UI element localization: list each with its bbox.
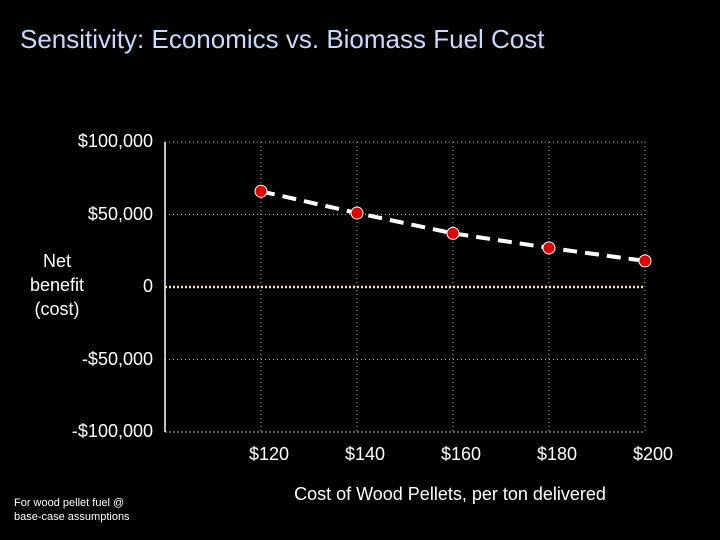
y-axis-label-line: benefit bbox=[29, 275, 85, 295]
x-tick-label: $200 bbox=[632, 444, 674, 464]
data-point bbox=[254, 184, 268, 198]
data-point bbox=[638, 254, 652, 268]
y-axis-label-line: (cost) bbox=[34, 299, 80, 319]
data-point bbox=[446, 226, 460, 240]
x-tick-label: $160 bbox=[440, 444, 482, 464]
y-tick-label: 0 bbox=[142, 276, 153, 296]
footnote: For wood pellet fuel @ base-case assumpt… bbox=[14, 496, 174, 524]
x-axis-label: Cost of Wood Pellets, per ton delivered bbox=[294, 484, 606, 504]
footnote-line: For wood pellet fuel @ bbox=[14, 497, 125, 509]
y-tick-label: $50,000 bbox=[87, 203, 153, 224]
data-point bbox=[542, 241, 556, 255]
x-tick-label: $140 bbox=[344, 444, 386, 464]
y-tick-label: -$100,000 bbox=[71, 421, 153, 441]
chart-title: Sensitivity: Economics vs. Biomass Fuel … bbox=[20, 24, 545, 54]
y-axis-label-line: Net bbox=[42, 251, 71, 271]
y-tick-label: $100,000 bbox=[77, 131, 153, 151]
x-tick-label: $180 bbox=[536, 444, 578, 464]
y-tick-label: -$50,000 bbox=[81, 348, 153, 369]
x-tick-label: $120 bbox=[248, 444, 290, 464]
plot-frame bbox=[164, 141, 646, 433]
footnote-line: base-case assumptions bbox=[14, 511, 130, 523]
data-point bbox=[350, 206, 364, 220]
y-axis-label: Net benefit (cost) bbox=[12, 249, 102, 321]
